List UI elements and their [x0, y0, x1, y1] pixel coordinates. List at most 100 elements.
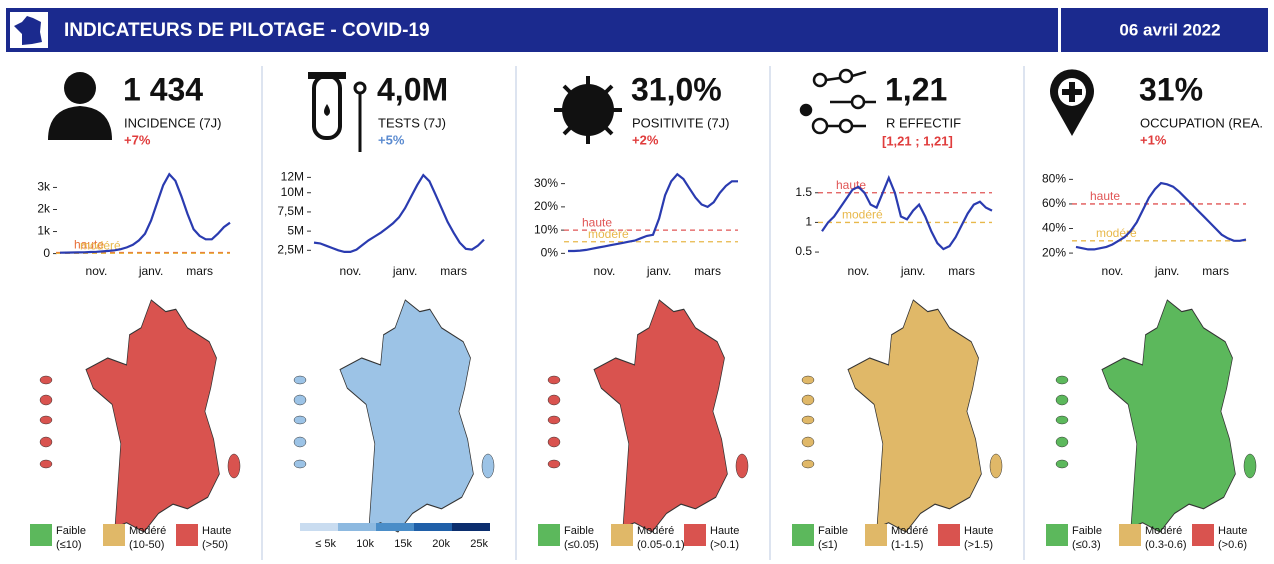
legend-range: (>0.1): [710, 539, 739, 551]
legend-scale-swatch: [376, 523, 414, 531]
kpi-label: INCIDENCE (7J): [124, 115, 222, 130]
threshold-label: haute: [1090, 189, 1120, 203]
legend-range: (>50): [202, 539, 228, 551]
legend-label: Modéré: [129, 525, 166, 537]
map: [593, 299, 728, 533]
legend-label: Faible: [564, 525, 594, 537]
x-tick-label: janv.: [1154, 264, 1179, 278]
threshold-label: modéré: [80, 239, 121, 253]
legend-label: Faible: [818, 525, 848, 537]
x-tick-label: janv.: [392, 264, 417, 278]
kpi-change: +7%: [124, 132, 151, 147]
map-overseas: [547, 394, 561, 406]
y-tick-label: 40%: [1042, 221, 1066, 235]
series-line: [568, 172, 738, 253]
kpi-label: TESTS (7J): [378, 115, 446, 130]
icon-network: [799, 68, 876, 135]
y-tick-label: 7,5M: [277, 204, 304, 218]
x-tick-label: mars: [694, 264, 721, 278]
map-overseas: [293, 375, 307, 385]
header-date: 06 avril 2022: [1119, 20, 1220, 39]
header-title: INDICATEURS DE PILOTAGE - COVID-19: [64, 20, 430, 41]
legend-scale-label: 15k: [394, 538, 412, 550]
map-overseas: [801, 459, 815, 469]
series-line: [59, 172, 231, 254]
x-tick-label: nov.: [594, 264, 616, 278]
map-overseas: [801, 436, 815, 448]
legend-label: Haute: [202, 525, 231, 537]
y-tick-label: 2k: [37, 202, 51, 216]
legend-label: Haute: [710, 525, 739, 537]
legend-scale-swatch: [414, 523, 452, 531]
x-tick-label: nov.: [86, 264, 108, 278]
x-tick-label: janv.: [138, 264, 163, 278]
y-tick-label: 1.5: [795, 185, 812, 199]
map-overseas: [39, 415, 53, 425]
map-overseas: [1055, 436, 1069, 448]
legend-range: (1-1.5): [891, 539, 923, 551]
map-overseas: [801, 415, 815, 425]
kpi-change: +1%: [1140, 132, 1167, 147]
map: [85, 299, 220, 533]
legend-label: Haute: [964, 525, 993, 537]
legend-swatch: [792, 524, 814, 546]
kpi-label: R EFFECTIF: [886, 115, 961, 130]
threshold-label: haute: [582, 215, 612, 229]
map-overseas: [39, 394, 53, 406]
y-tick-label: 20%: [534, 199, 558, 213]
y-tick-label: 10M: [281, 185, 304, 199]
header-divider: [1058, 8, 1061, 52]
legend-scale-label: 20k: [432, 538, 450, 550]
map-overseas: [801, 394, 815, 406]
map-overseas: [801, 375, 815, 385]
map-corsica: [481, 453, 495, 479]
legend-scale-label: ≤ 5k: [315, 538, 336, 550]
legend-swatch: [538, 524, 560, 546]
series-line: [313, 173, 485, 253]
legend-range: (10-50): [129, 539, 164, 551]
legend-swatch: [30, 524, 52, 546]
threshold-label: modéré: [588, 227, 629, 241]
legend-range: (≤0.05): [564, 539, 599, 551]
kpi-value: 4,0M: [377, 71, 448, 107]
kpi-label: POSITIVITE (7J): [632, 115, 730, 130]
y-tick-label: 30%: [534, 176, 558, 190]
map-corsica: [735, 453, 749, 479]
legend-range: (>0.6): [1218, 539, 1247, 551]
legend-label: Faible: [56, 525, 86, 537]
y-tick-label: 0%: [541, 246, 559, 260]
x-tick-label: mars: [440, 264, 467, 278]
y-tick-label: 80%: [1042, 172, 1066, 186]
legend-range: (≤0.3): [1072, 539, 1101, 551]
map-overseas: [547, 436, 561, 448]
legend-swatch: [1192, 524, 1214, 546]
x-tick-label: mars: [1202, 264, 1229, 278]
header-bar: [6, 8, 1268, 52]
y-tick-label: 60%: [1042, 196, 1066, 210]
legend-range: (0.3-0.6): [1145, 539, 1187, 551]
y-tick-label: 10%: [534, 222, 558, 236]
legend-swatch: [1046, 524, 1068, 546]
map-overseas: [39, 436, 53, 448]
map-overseas: [1055, 394, 1069, 406]
legend-range: (0.05-0.1): [637, 539, 685, 551]
kpi-value: 31,0%: [631, 71, 722, 107]
y-tick-label: 3k: [37, 180, 51, 194]
legend-swatch: [176, 524, 198, 546]
legend-swatch: [684, 524, 706, 546]
legend-label: Modéré: [637, 525, 674, 537]
map-corsica: [227, 453, 241, 479]
map-corsica: [989, 453, 1003, 479]
map-overseas: [39, 375, 53, 385]
kpi-value: 1,21: [885, 71, 947, 107]
legend-label: Modéré: [891, 525, 928, 537]
icon-pin: [1050, 69, 1094, 136]
map-overseas: [293, 394, 307, 406]
legend-scale-swatch: [338, 523, 376, 531]
x-tick-label: nov.: [1102, 264, 1124, 278]
icon-person: [48, 72, 112, 140]
y-tick-label: 1: [805, 215, 812, 229]
x-tick-label: janv.: [646, 264, 671, 278]
threshold-label: modéré: [1096, 226, 1137, 240]
legend-swatch: [865, 524, 887, 546]
